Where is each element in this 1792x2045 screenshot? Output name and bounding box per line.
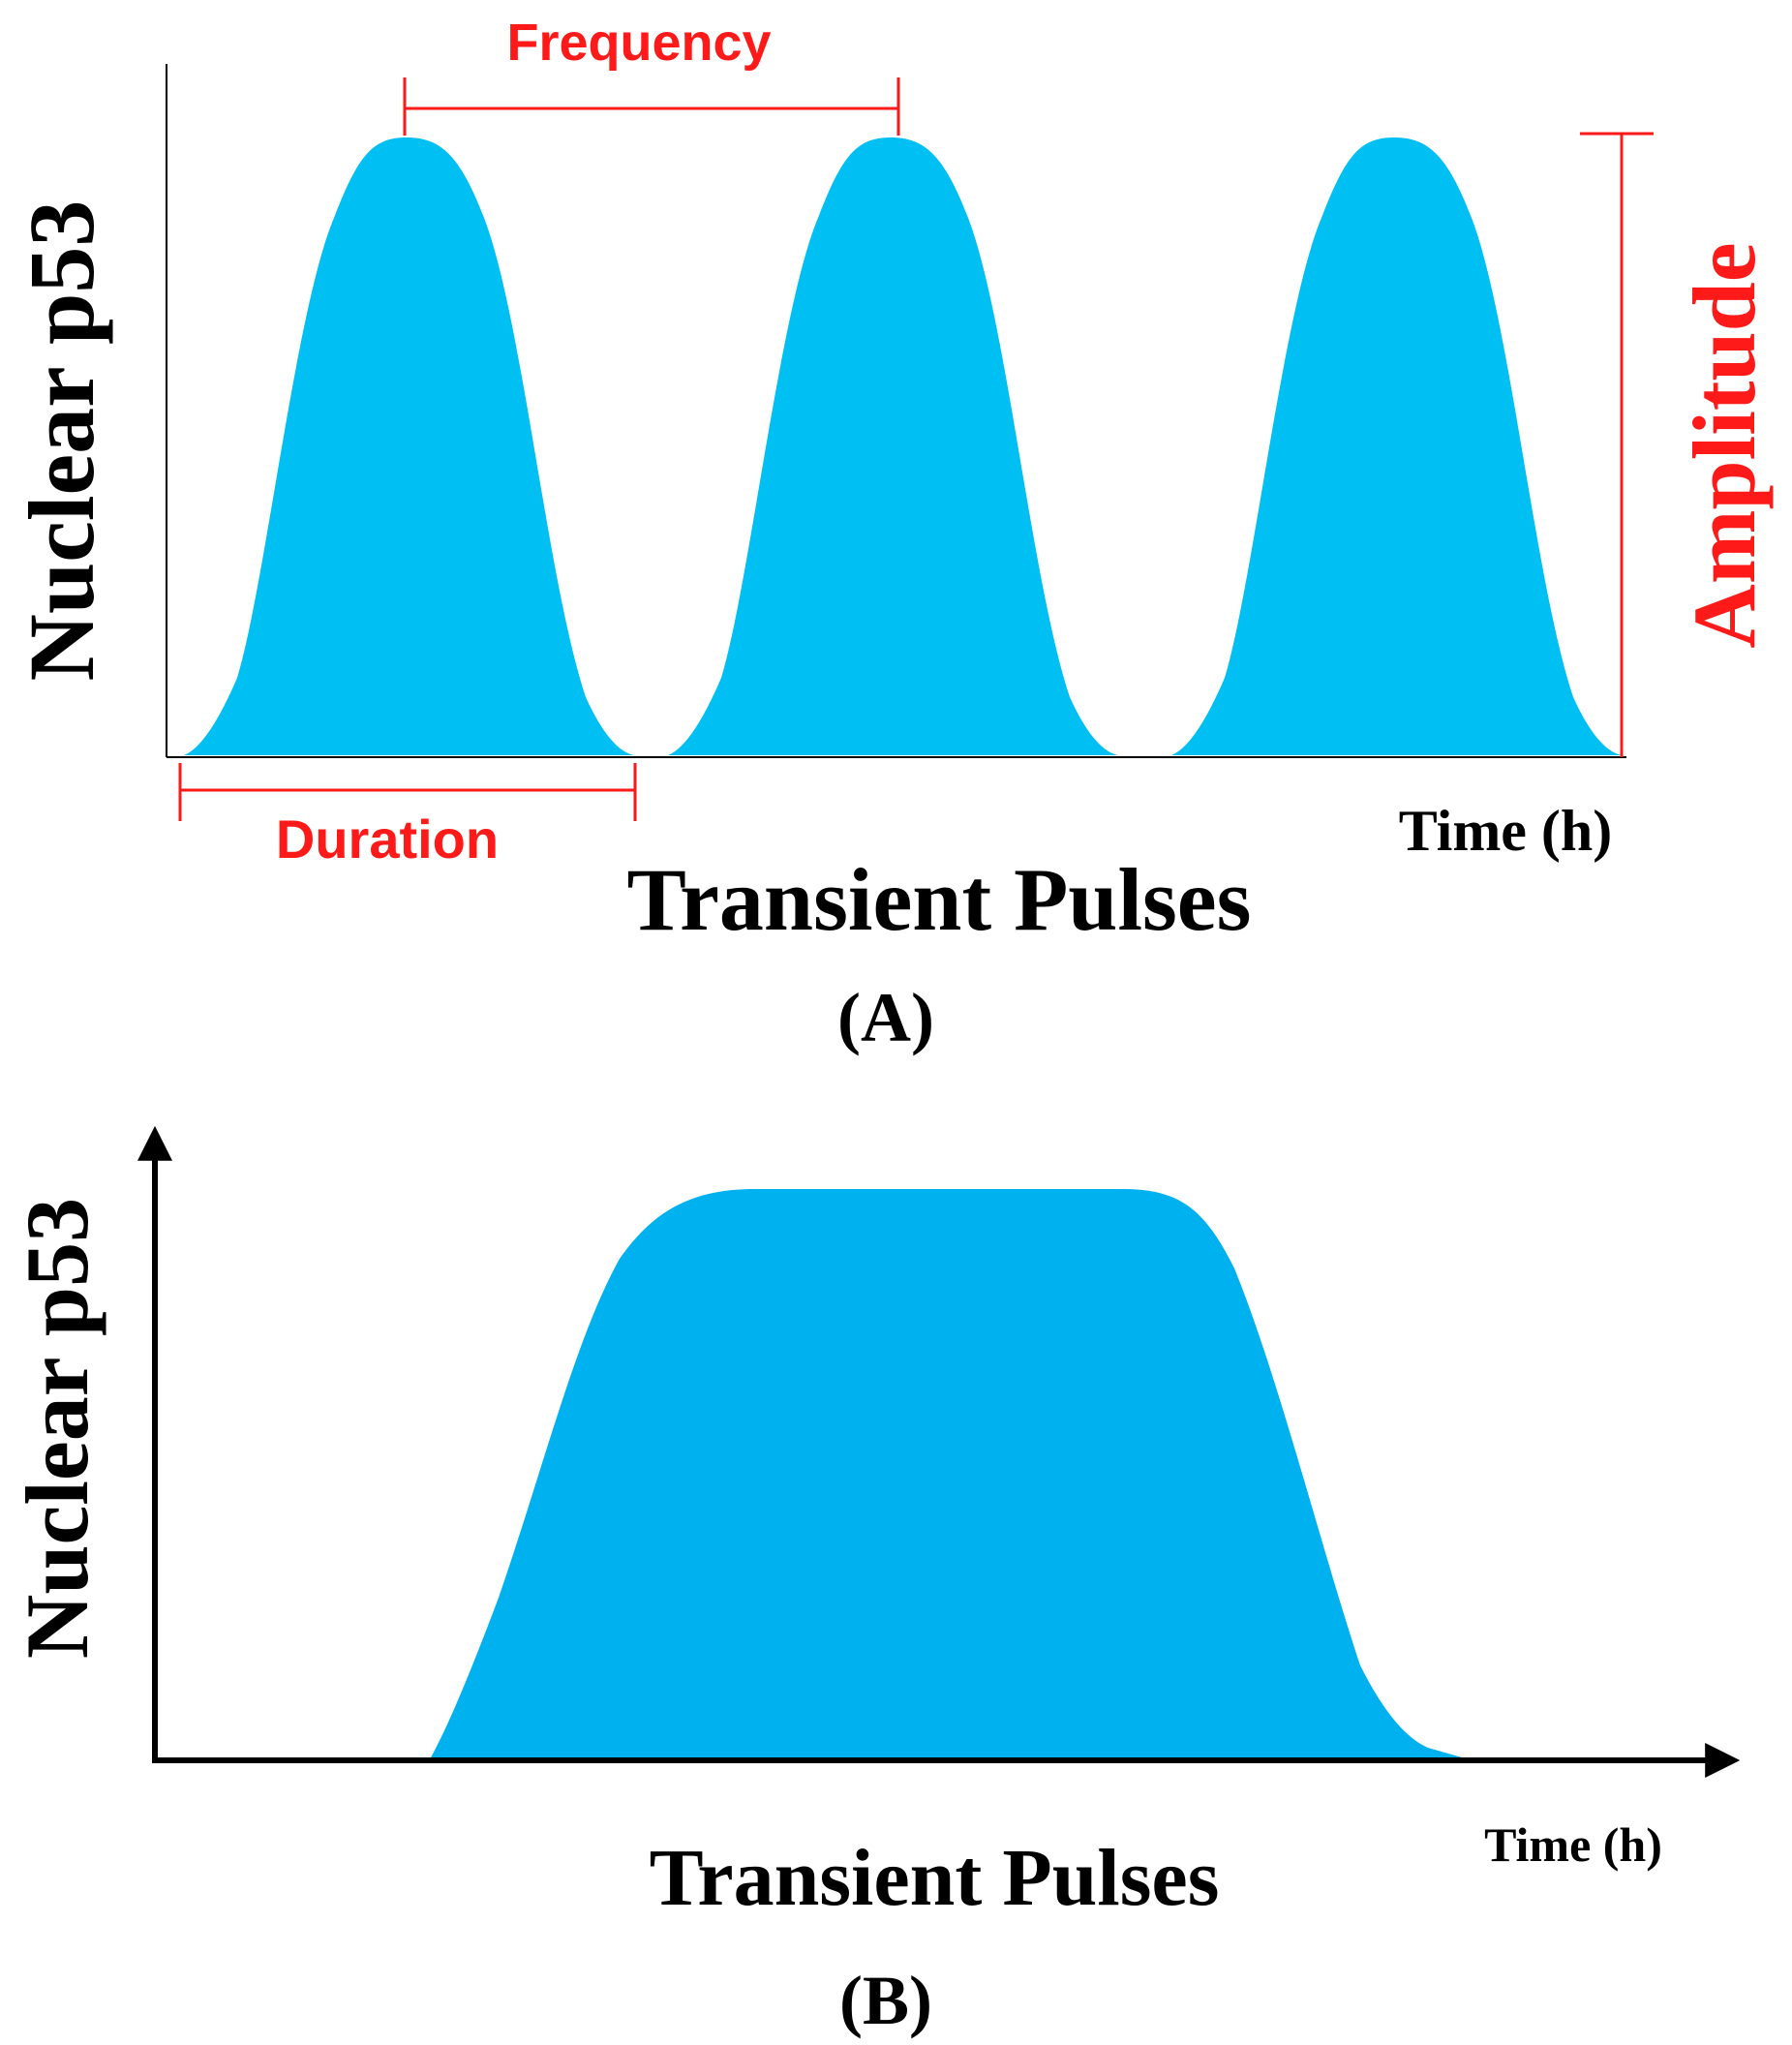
y-axis-label-b: Nuclear p53 — [8, 1198, 106, 1659]
duration-bracket — [178, 763, 637, 821]
pulse-2 — [668, 137, 1118, 755]
duration-label: Duration — [276, 809, 499, 870]
pulse-3 — [1171, 137, 1622, 755]
panel-a-title: Transient Pulses — [627, 850, 1252, 949]
panel-b-caption: (B) — [839, 1962, 932, 2039]
frequency-bracket — [403, 77, 900, 136]
panel-a: Frequency Duration Amplitude Nuclear p53… — [10, 14, 1774, 1056]
frequency-label: Frequency — [506, 14, 771, 72]
panel-a-caption: (A) — [837, 979, 934, 1056]
plateau-pulse — [431, 1189, 1462, 1757]
pulse-1 — [184, 137, 634, 755]
panel-b: Nuclear p53 Time (h) Transient Pulses (B… — [8, 1125, 1741, 2039]
x-axis-label-a: Time (h) — [1399, 799, 1613, 863]
y-axis-label-a: Nuclear p53 — [10, 200, 113, 682]
panel-b-title: Transient Pulses — [650, 1833, 1220, 1923]
amplitude-bar — [1580, 132, 1654, 757]
amplitude-label: Amplitude — [1675, 242, 1774, 648]
x-axis-label-b: Time (h) — [1484, 1817, 1662, 1872]
